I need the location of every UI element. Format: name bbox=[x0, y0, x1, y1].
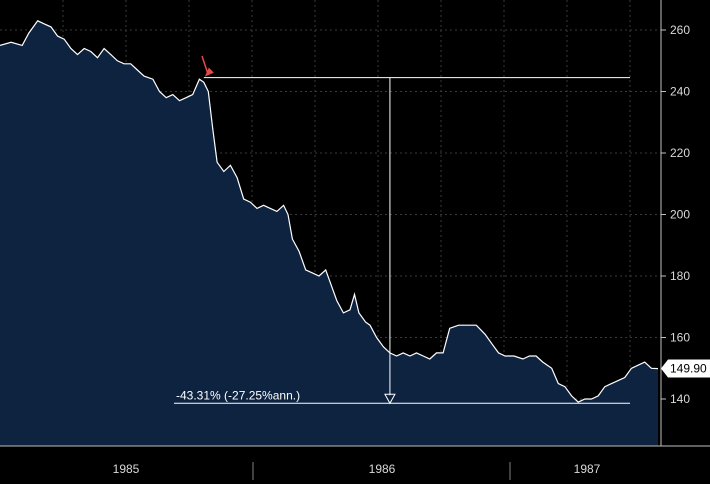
last-value-marker: 149.90 bbox=[661, 359, 710, 378]
y-tick-label: 220 bbox=[670, 146, 690, 160]
y-tick-label: 240 bbox=[670, 85, 690, 99]
drawdown-label: -43.31% (-27.25%ann.) bbox=[176, 388, 300, 402]
x-tick-label: 1987 bbox=[574, 462, 601, 476]
x-axis: 1985 1986 1987 bbox=[113, 462, 601, 480]
y-tick-label: 260 bbox=[670, 23, 690, 37]
last-value-label: 149.90 bbox=[670, 362, 707, 376]
drawdown-annotation: -43.31% (-27.25%ann.) bbox=[174, 55, 630, 405]
x-tick-label: 1986 bbox=[369, 462, 396, 476]
last-value-tag bbox=[661, 359, 710, 378]
y-axis: 140 160 180 200 220 240 260 bbox=[661, 23, 690, 406]
drawdown-arrowhead bbox=[384, 393, 396, 405]
x-tick-label: 1985 bbox=[113, 462, 140, 476]
peak-pointer-arrow bbox=[201, 55, 209, 74]
y-tick-label: 160 bbox=[670, 331, 690, 345]
y-tick-label: 200 bbox=[670, 208, 690, 222]
price-area bbox=[0, 20, 658, 447]
y-tick-label: 140 bbox=[670, 392, 690, 406]
price-line bbox=[0, 20, 659, 403]
peak-pointer-arrowhead bbox=[204, 67, 214, 77]
y-tick-label: 180 bbox=[670, 269, 690, 283]
